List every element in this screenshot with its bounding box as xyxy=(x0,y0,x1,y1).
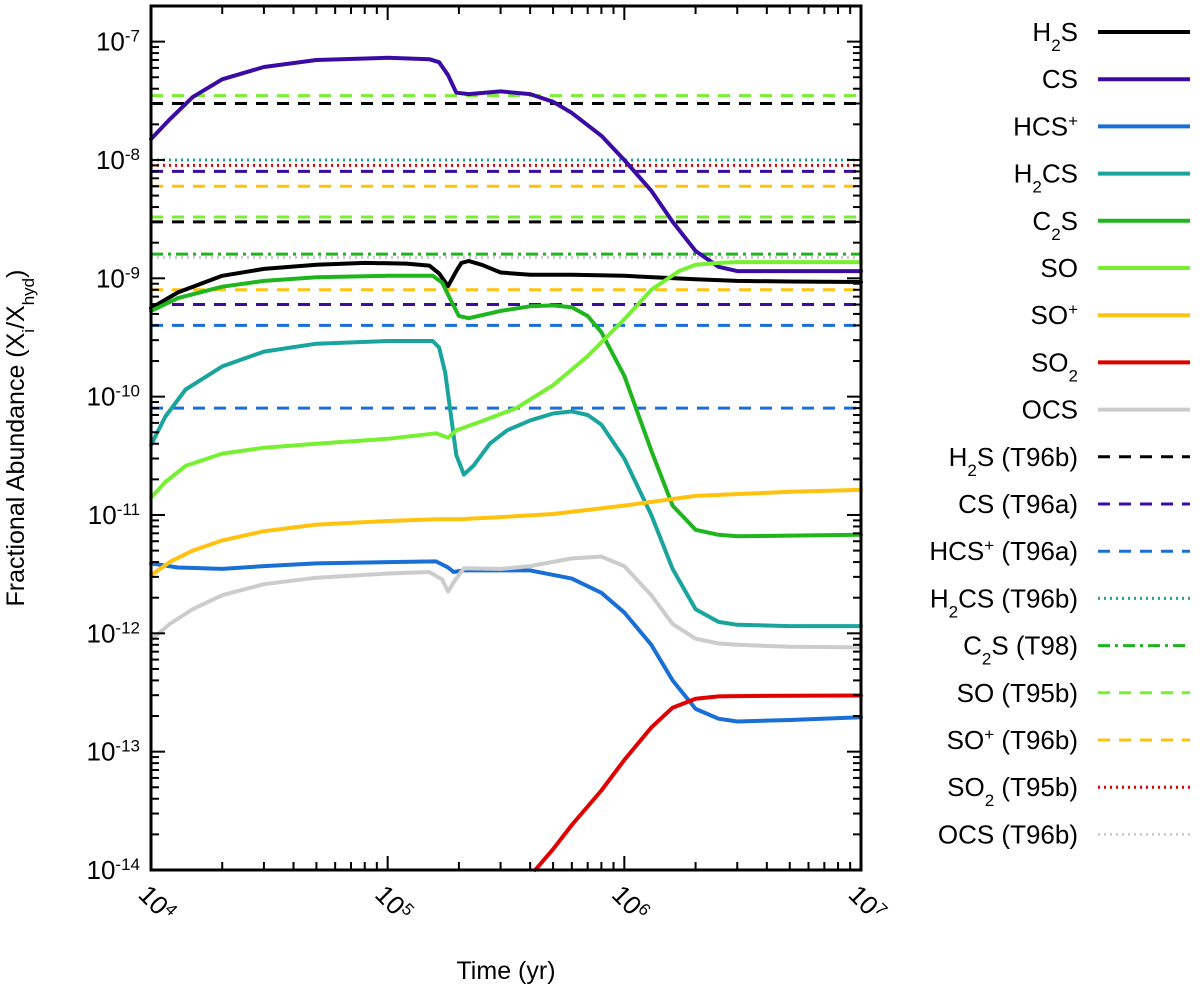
legend-label: H2CS (T96b) xyxy=(930,583,1078,621)
series-h2cs xyxy=(149,339,863,629)
legend-label: OCS (T96b) xyxy=(938,819,1078,849)
legend-item-ocs: OCS xyxy=(1022,395,1190,425)
line-cs xyxy=(149,55,863,274)
series-sop xyxy=(149,487,863,578)
legend-item-so2: SO2 xyxy=(1031,347,1190,385)
legend-item-so: SO xyxy=(1040,253,1190,283)
x-tick-label: 104 xyxy=(133,879,182,928)
legend-item-c2s: C2S xyxy=(1032,206,1190,244)
x-tick-label: 106 xyxy=(606,879,655,928)
legend-item-cs_obs: CS (T96a) xyxy=(958,489,1190,519)
series-so xyxy=(149,260,863,500)
line-hcsp xyxy=(149,559,863,724)
legend-item-so2_obs: SO2 (T95b) xyxy=(947,772,1190,810)
plot-frame xyxy=(149,4,863,872)
legend-item-hcsp: HCS+ xyxy=(1013,111,1190,142)
legend-label: CS (T96a) xyxy=(958,489,1078,519)
legend-label: C2S xyxy=(1032,206,1078,244)
legend-label: HCS+ xyxy=(1013,111,1078,142)
legend-item-h2cs_obs: H2CS (T96b) xyxy=(930,583,1190,621)
series-hcsp xyxy=(149,559,863,724)
y-tick-label: 10-9 xyxy=(96,263,140,294)
x-tick-label: 107 xyxy=(843,879,892,928)
x-tick-label: 105 xyxy=(369,879,418,928)
legend-label: SO xyxy=(1040,253,1078,283)
legend-label: H2S (T96b) xyxy=(949,442,1078,480)
line-so2 xyxy=(533,693,863,872)
y-tick-label: 10-10 xyxy=(87,381,141,412)
series-sop_obs xyxy=(151,184,861,292)
legend-label: HCS+ (T96a) xyxy=(929,536,1078,567)
legend-label: H2CS xyxy=(1014,159,1078,197)
line-c2s xyxy=(149,273,863,539)
legend-item-h2s: H2S xyxy=(1032,17,1190,55)
legend-item-h2s_obs: H2S (T96b) xyxy=(949,442,1190,480)
legend-label: SO+ xyxy=(1030,300,1078,331)
legend-item-h2cs: H2CS xyxy=(1014,159,1190,197)
legend-item-so_obs: SO (T95b) xyxy=(957,678,1190,708)
legend-item-ocs_obs: OCS (T96b) xyxy=(938,819,1190,849)
y-tick-label: 10-14 xyxy=(87,855,141,886)
legend-label: SO (T95b) xyxy=(957,678,1078,708)
line-h2s xyxy=(149,259,863,311)
y-axis-label: Fractional Abundance (Xi/Xhyd) xyxy=(2,270,38,607)
legend-label: SO2 (T95b) xyxy=(947,772,1078,810)
legend: H2S CS HCS+ H2CS C2S SO SO+ SO2 OCS H2S (T96b) CS … xyxy=(929,17,1190,849)
legend-item-sop_obs: SO+ (T96b) xyxy=(947,725,1190,756)
legend-item-c2s_obs: C2S (T98) xyxy=(963,631,1190,669)
y-tick-label: 10-12 xyxy=(87,618,141,649)
legend-label: OCS xyxy=(1022,395,1078,425)
series-h2s xyxy=(149,259,863,311)
x-tick-labels: 104 105 106 107 xyxy=(133,879,892,928)
line-ocs xyxy=(149,554,863,650)
y-tick-label: 10-8 xyxy=(96,144,140,175)
legend-item-hcsp_obs: HCS+ (T96a) xyxy=(929,536,1190,567)
series-c2s xyxy=(149,273,863,539)
legend-label: SO+ (T96b) xyxy=(947,725,1078,756)
ticks-layer xyxy=(150,5,861,871)
series-layer xyxy=(149,55,863,872)
legend-label: CS xyxy=(1042,64,1078,94)
legend-item-sop: SO+ xyxy=(1030,300,1190,331)
y-tick-labels: 10-7 10-8 10-9 10-10 10-11 10-12 10-13 10-14 xyxy=(87,26,141,885)
series-h2s_obs xyxy=(151,102,861,224)
legend-item-cs: CS xyxy=(1042,64,1190,94)
legend-label: SO2 xyxy=(1031,347,1078,385)
line-h2cs xyxy=(149,339,863,629)
legend-label: C2S (T98) xyxy=(963,631,1078,669)
y-tick-label: 10-11 xyxy=(88,499,140,530)
series-so2 xyxy=(533,693,863,872)
series-so_obs xyxy=(151,94,861,219)
x-axis-label: Time (yr) xyxy=(456,957,555,985)
series-ocs xyxy=(149,554,863,650)
y-tick-label: 10-13 xyxy=(87,736,141,767)
series-hcsp_obs xyxy=(151,323,861,410)
series-cs_obs xyxy=(151,169,861,307)
line-so xyxy=(149,260,863,500)
y-tick-label: 10-7 xyxy=(96,26,140,57)
legend-label: H2S xyxy=(1032,17,1078,55)
series-cs xyxy=(149,55,863,274)
line-sop xyxy=(149,487,863,578)
